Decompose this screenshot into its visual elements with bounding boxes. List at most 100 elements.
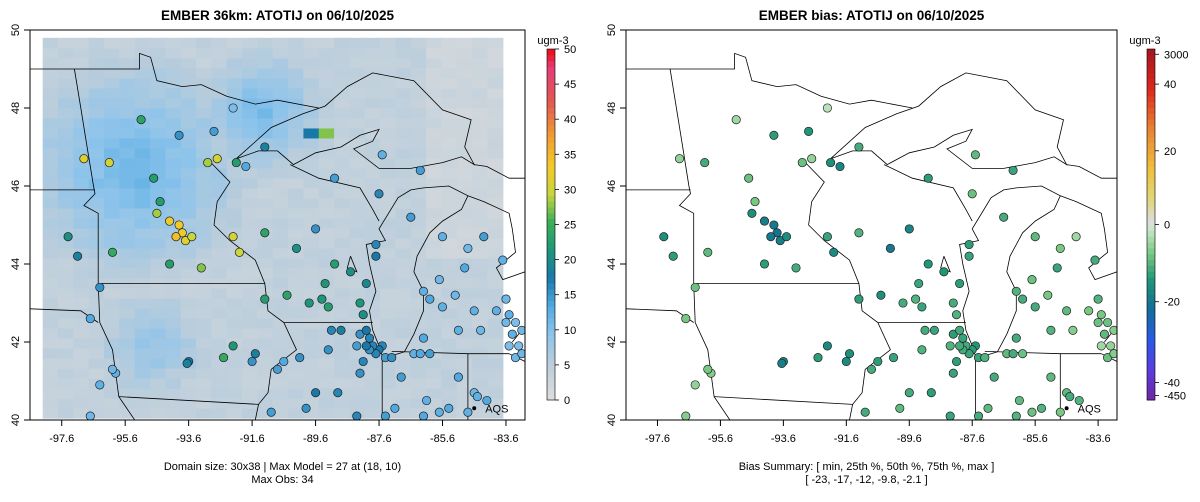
site-point: [1062, 306, 1072, 316]
colorbar-segment: [1147, 347, 1155, 354]
model-cell: [73, 87, 90, 99]
colorbar-segment: [547, 154, 555, 161]
model-cell: [119, 337, 136, 349]
site-point: [854, 294, 864, 304]
site-point: [797, 158, 807, 168]
model-cell: [272, 337, 289, 349]
site-point: [703, 364, 713, 374]
model-cell: [364, 147, 381, 159]
colorbar-segment: [1147, 306, 1155, 313]
site-point: [813, 353, 823, 363]
chart-title: EMBER bias: ATOTIJ on 06/10/2025: [759, 8, 985, 23]
model-cell: [441, 77, 458, 89]
model-cell: [180, 378, 197, 389]
model-cell: [150, 67, 166, 79]
model-cell: [257, 277, 274, 289]
model-cell: [180, 337, 197, 349]
colorbar-tick-label: 5: [564, 360, 570, 372]
y-tick-label: 50: [606, 24, 618, 36]
boundary-line: [1133, 307, 1200, 342]
model-cell: [472, 307, 489, 319]
colorbar-segment: [547, 359, 555, 366]
model-cell: [58, 137, 74, 149]
model-cell: [426, 147, 443, 159]
model-cell: [334, 117, 351, 129]
model-cell: [364, 297, 381, 309]
colorbar-segment: [547, 160, 555, 167]
model-cell: [318, 287, 335, 299]
colorbar-segment: [1147, 247, 1155, 255]
model-cell: [380, 388, 397, 399]
colorbar-segment: [547, 125, 555, 132]
model-cell: [288, 287, 305, 299]
model-cell: [303, 378, 320, 389]
model-cell: [272, 97, 289, 109]
model-cell: [58, 348, 74, 359]
model-cell: [119, 307, 136, 319]
model-cell: [426, 378, 443, 389]
model-cell: [104, 287, 120, 299]
model-cell: [426, 217, 443, 229]
colorbar-segment: [547, 148, 555, 155]
model-cell: [272, 398, 289, 409]
model-cell: [303, 398, 320, 409]
site-point: [479, 232, 489, 242]
model-cell: [119, 267, 136, 279]
model-cell: [180, 287, 197, 299]
boundary-line: [1060, 195, 1117, 281]
model-cell: [42, 247, 59, 259]
model-cell: [226, 388, 243, 399]
model-cell: [180, 197, 197, 209]
model-cell: [272, 127, 289, 139]
model-cell: [211, 408, 228, 419]
site-point: [1093, 294, 1103, 304]
boundary-line: [626, 52, 913, 109]
site-point: [970, 150, 980, 160]
site-point: [355, 368, 365, 378]
model-cell: [288, 167, 305, 179]
colorbar-segment: [1147, 95, 1155, 103]
model-cell: [303, 277, 320, 289]
model-cell: [288, 57, 305, 69]
model-cell: [58, 177, 74, 189]
model-cell: [288, 307, 305, 319]
model-cell: [226, 368, 243, 379]
model-cell: [73, 97, 90, 109]
model-cell: [456, 157, 473, 169]
model-cell: [380, 237, 397, 249]
model-cell: [456, 307, 473, 319]
model-cell: [288, 107, 305, 119]
site-point: [352, 411, 362, 420]
model-cell: [73, 187, 90, 199]
model-cell: [73, 287, 90, 299]
model-cell: [134, 237, 151, 249]
model-cell: [119, 247, 136, 259]
site-point: [1084, 306, 1094, 316]
model-cell: [272, 87, 289, 99]
model-cell: [150, 287, 166, 299]
site-point: [1030, 302, 1040, 312]
model-cell: [242, 217, 259, 229]
model-cell: [441, 358, 458, 369]
site-point: [472, 392, 482, 402]
boundary-line: [97, 283, 136, 420]
model-cell: [88, 277, 105, 289]
boundary-line: [467, 195, 525, 281]
model-cell: [226, 127, 243, 139]
site-point: [396, 372, 406, 382]
model-cell: [42, 197, 59, 209]
model-cell: [88, 287, 105, 299]
model-cell: [134, 358, 151, 369]
colorbar-segment: [547, 318, 555, 325]
colorbar-segment: [547, 283, 555, 290]
site-point: [1027, 407, 1037, 417]
boundary-line: [290, 164, 380, 222]
model-cell: [88, 157, 105, 169]
model-cell: [88, 368, 105, 379]
model-cell: [165, 37, 182, 49]
model-cell: [196, 147, 212, 159]
model-cell: [456, 277, 473, 289]
model-cell: [58, 197, 74, 209]
model-cell: [380, 77, 397, 89]
site-point: [174, 220, 184, 230]
